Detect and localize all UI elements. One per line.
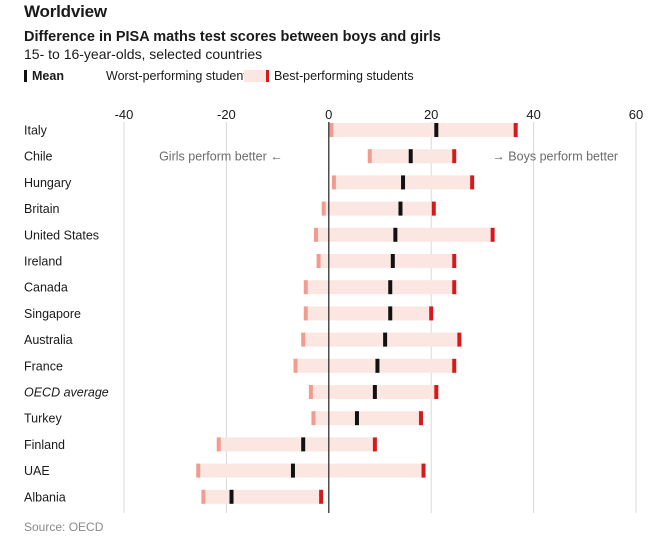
range-band [316, 227, 493, 242]
range-band [303, 332, 460, 347]
worst-marker [329, 123, 334, 137]
worst-marker [301, 332, 306, 347]
worst-marker [311, 411, 316, 426]
mean-marker [398, 201, 403, 216]
legend-best-label: Best-performing students [274, 69, 414, 83]
range-band [318, 254, 455, 268]
legend-worst-label: Worst-performing students [106, 69, 254, 83]
source-note: Source: OECD [24, 520, 104, 534]
worst-marker [201, 489, 206, 504]
range-band [313, 411, 421, 426]
best-marker [431, 201, 436, 216]
mean-marker [434, 123, 439, 137]
range-band [198, 463, 424, 478]
worst-marker [314, 227, 318, 242]
best-marker [457, 332, 462, 347]
country-label: Britain [24, 202, 59, 216]
legend-best: Best-performing students [266, 69, 414, 83]
range-band [323, 201, 434, 216]
kicker-title: Worldview [24, 2, 107, 21]
best-marker [421, 463, 426, 478]
worst-marker [303, 306, 308, 321]
worst-marker [303, 280, 308, 295]
x-tick-label: 0 [325, 107, 332, 122]
best-marker [418, 411, 423, 426]
country-label: Ireland [24, 255, 62, 269]
mean-marker [375, 358, 380, 373]
best-marker [372, 437, 377, 452]
country-label: Australia [24, 333, 73, 347]
mean-marker [354, 411, 359, 426]
mean-marker [290, 463, 295, 478]
x-tick-label: 40 [526, 107, 540, 122]
range-band [203, 489, 322, 504]
mean-marker [383, 332, 388, 347]
range-band [305, 280, 455, 295]
legend: Mean Worst-performing students Best-perf… [24, 69, 444, 87]
best-marker [429, 306, 434, 321]
mean-marker [390, 254, 395, 268]
country-label: Singapore [24, 307, 81, 321]
annotation-girls: Girls perform better ← [159, 150, 283, 164]
country-label: Hungary [24, 176, 72, 190]
mean-marker [393, 227, 398, 242]
mean-marker [229, 489, 234, 504]
range-band [295, 358, 455, 373]
range-band [218, 437, 375, 452]
legend-band-swatch [244, 69, 266, 83]
best-marker [319, 489, 324, 504]
x-tick-label: -20 [217, 107, 236, 122]
mean-marker [372, 385, 377, 399]
legend-mean: Mean [24, 69, 64, 83]
worst-marker [293, 358, 298, 373]
legend-best-marker [266, 70, 269, 82]
best-marker [434, 385, 439, 399]
mean-marker [408, 149, 413, 164]
annotation-boys: → Boys perform better [492, 150, 618, 164]
range-band [331, 123, 516, 137]
worst-marker [196, 463, 201, 478]
mean-marker [401, 175, 406, 190]
legend-mean-marker [24, 70, 27, 82]
best-marker [452, 149, 457, 164]
legend-mean-label: Mean [32, 69, 64, 83]
worst-marker [321, 201, 326, 216]
best-marker [452, 280, 457, 295]
country-label: France [24, 359, 63, 373]
x-tick-label: 60 [629, 107, 643, 122]
worst-marker [216, 437, 221, 452]
x-tick-label: -40 [115, 107, 134, 122]
worst-marker [331, 175, 336, 190]
chart-area: -40 -20 0 20 40 60 Girls perform better ← → Boy… [24, 107, 643, 513]
country-label: UAE [24, 464, 50, 478]
best-marker [452, 358, 457, 373]
country-label: Albania [24, 490, 66, 504]
mean-marker [301, 437, 306, 452]
best-marker [513, 123, 518, 137]
worst-marker [308, 385, 313, 399]
range-band [305, 306, 432, 321]
country-label: Turkey [24, 412, 62, 426]
best-marker [452, 254, 457, 268]
country-label: Finland [24, 438, 65, 452]
country-label: Italy [24, 124, 48, 138]
country-label: Chile [24, 150, 53, 164]
chart-subtitle: 15- to 16-year-olds, selected countries [24, 46, 263, 62]
mean-marker [388, 306, 393, 321]
worst-marker [367, 149, 372, 164]
country-label: Canada [24, 281, 68, 295]
legend-worst: Worst-performing students [106, 69, 265, 83]
mean-marker [388, 280, 393, 295]
country-label: OECD average [24, 386, 109, 400]
x-tick-label: 20 [424, 107, 438, 122]
country-label: United States [24, 228, 99, 242]
chart-title: Difference in PISA maths test scores bet… [24, 29, 441, 45]
best-marker [470, 175, 475, 190]
worst-marker [316, 254, 321, 268]
best-marker [490, 227, 495, 242]
